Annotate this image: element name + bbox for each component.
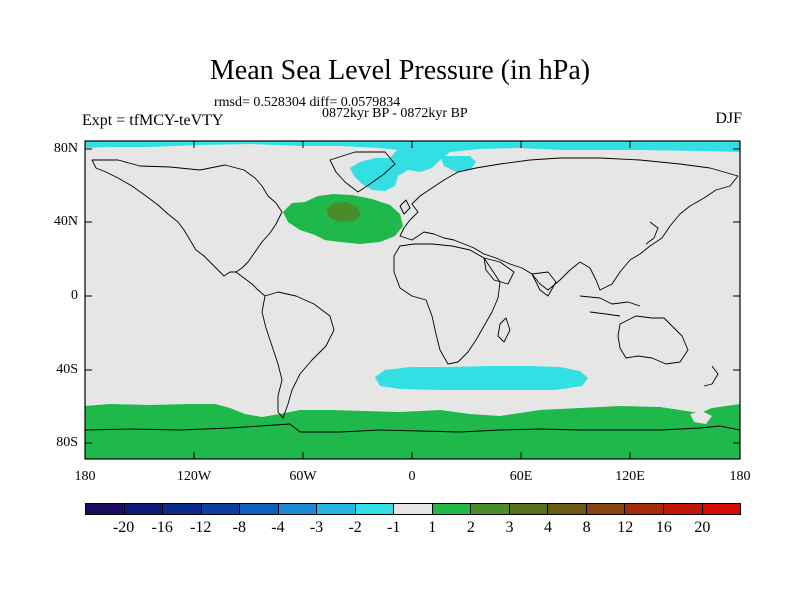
colorbar-label: 16 [655, 519, 672, 536]
lat-ticks [85, 148, 740, 444]
colorbar-swatch [702, 504, 741, 514]
coast-south-america [261, 291, 335, 419]
lon-label-120e: 120E [615, 469, 645, 484]
coast-madagascar [497, 317, 511, 343]
lon-label-0: 0 [408, 469, 416, 484]
lat-label-80s: 80S [56, 435, 78, 450]
colorbar-swatch [163, 504, 202, 514]
lon-label-120w: 120W [176, 469, 212, 484]
coast-arabia [483, 257, 515, 285]
colorbar [85, 503, 741, 515]
coast-india [531, 271, 557, 297]
antarctic-gap [690, 411, 712, 424]
lon-label-60e: 60E [509, 469, 533, 484]
lon-ticks [84, 141, 741, 459]
colorbar-label: 3 [505, 519, 514, 536]
colorbar-swatch [509, 504, 549, 514]
coast-africa [393, 243, 501, 365]
colorbar-swatch [471, 504, 510, 514]
arctic-negative-region [85, 141, 740, 191]
coast-australia [617, 315, 689, 365]
colorbar-label: -16 [151, 519, 173, 536]
colorbar-label: 1 [428, 519, 437, 536]
colorbar-label: 8 [582, 519, 591, 536]
colorbar-swatch [317, 504, 356, 514]
colorbar-swatch [86, 504, 125, 514]
arctic-negative-patch [440, 156, 476, 172]
colorbar-label: -2 [348, 519, 362, 536]
coast-new-zealand [703, 365, 719, 387]
north-atlantic-positive-core [326, 202, 361, 222]
coastlines [84, 151, 741, 433]
colorbar-swatch [278, 504, 318, 514]
lon-label-180e: 180 [729, 469, 751, 484]
colorbar-label: 12 [617, 519, 634, 536]
map-title: Mean Sea Level Pressure (in hPa) [209, 55, 591, 86]
southern-ocean-negative-region [375, 366, 588, 390]
colorbar-label: -4 [271, 519, 285, 536]
coast-japan [645, 221, 659, 245]
season-label: DJF [715, 110, 742, 127]
colorbar-swatch [394, 504, 433, 514]
lat-label-0: 0 [71, 288, 78, 303]
coast-british-isles [399, 199, 411, 215]
coast-eurasia [399, 157, 739, 291]
stats-label: rmsd= 0.528304 diff= 0.0579834 [214, 95, 401, 110]
colorbar-label: 4 [544, 519, 553, 536]
colorbar-swatch [240, 504, 279, 514]
colorbar-swatch [432, 504, 472, 514]
lat-label-80n: 80N [53, 141, 78, 156]
colorbar-swatch [586, 504, 626, 514]
antarctic-positive-region [85, 404, 740, 459]
colorbar-swatch [625, 504, 664, 514]
coast-north-america [91, 159, 283, 277]
coast-antarctica [84, 423, 741, 433]
colorbar-swatch [355, 504, 395, 514]
lat-label-40s: 40S [56, 362, 78, 377]
colorbar-label: 20 [694, 519, 711, 536]
lat-label-40n: 40N [53, 214, 78, 229]
colorbar-label: -3 [309, 519, 324, 536]
colorbar-swatch [201, 504, 241, 514]
coast-greenland [329, 151, 396, 193]
coast-indonesia [579, 295, 641, 317]
lon-label-60w: 60W [289, 469, 317, 484]
colorbar-swatch [663, 504, 703, 514]
lon-label-180w: 180 [74, 469, 96, 484]
colorbar-label: -8 [232, 519, 246, 536]
colorbar-label: 2 [466, 519, 475, 536]
coast-central-america [235, 271, 266, 297]
colorbar-swatch [548, 504, 587, 514]
colorbar-label: -20 [112, 519, 135, 536]
experiment-label: Expt = tfMCY-teVTY [82, 112, 224, 129]
period-label: 0872kyr BP - 0872kyr BP [322, 106, 468, 121]
colorbar-label: -1 [387, 519, 401, 536]
colorbar-swatch [124, 504, 164, 514]
colorbar-label: -12 [190, 519, 212, 536]
